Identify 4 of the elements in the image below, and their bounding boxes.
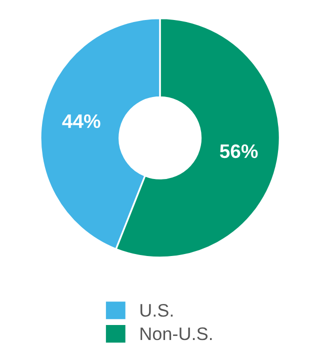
legend-label: Non-U.S. — [140, 327, 212, 340]
legend-label: U.S. — [140, 304, 173, 317]
data-label: 44% — [62, 114, 100, 128]
data-label: 56% — [220, 144, 258, 158]
